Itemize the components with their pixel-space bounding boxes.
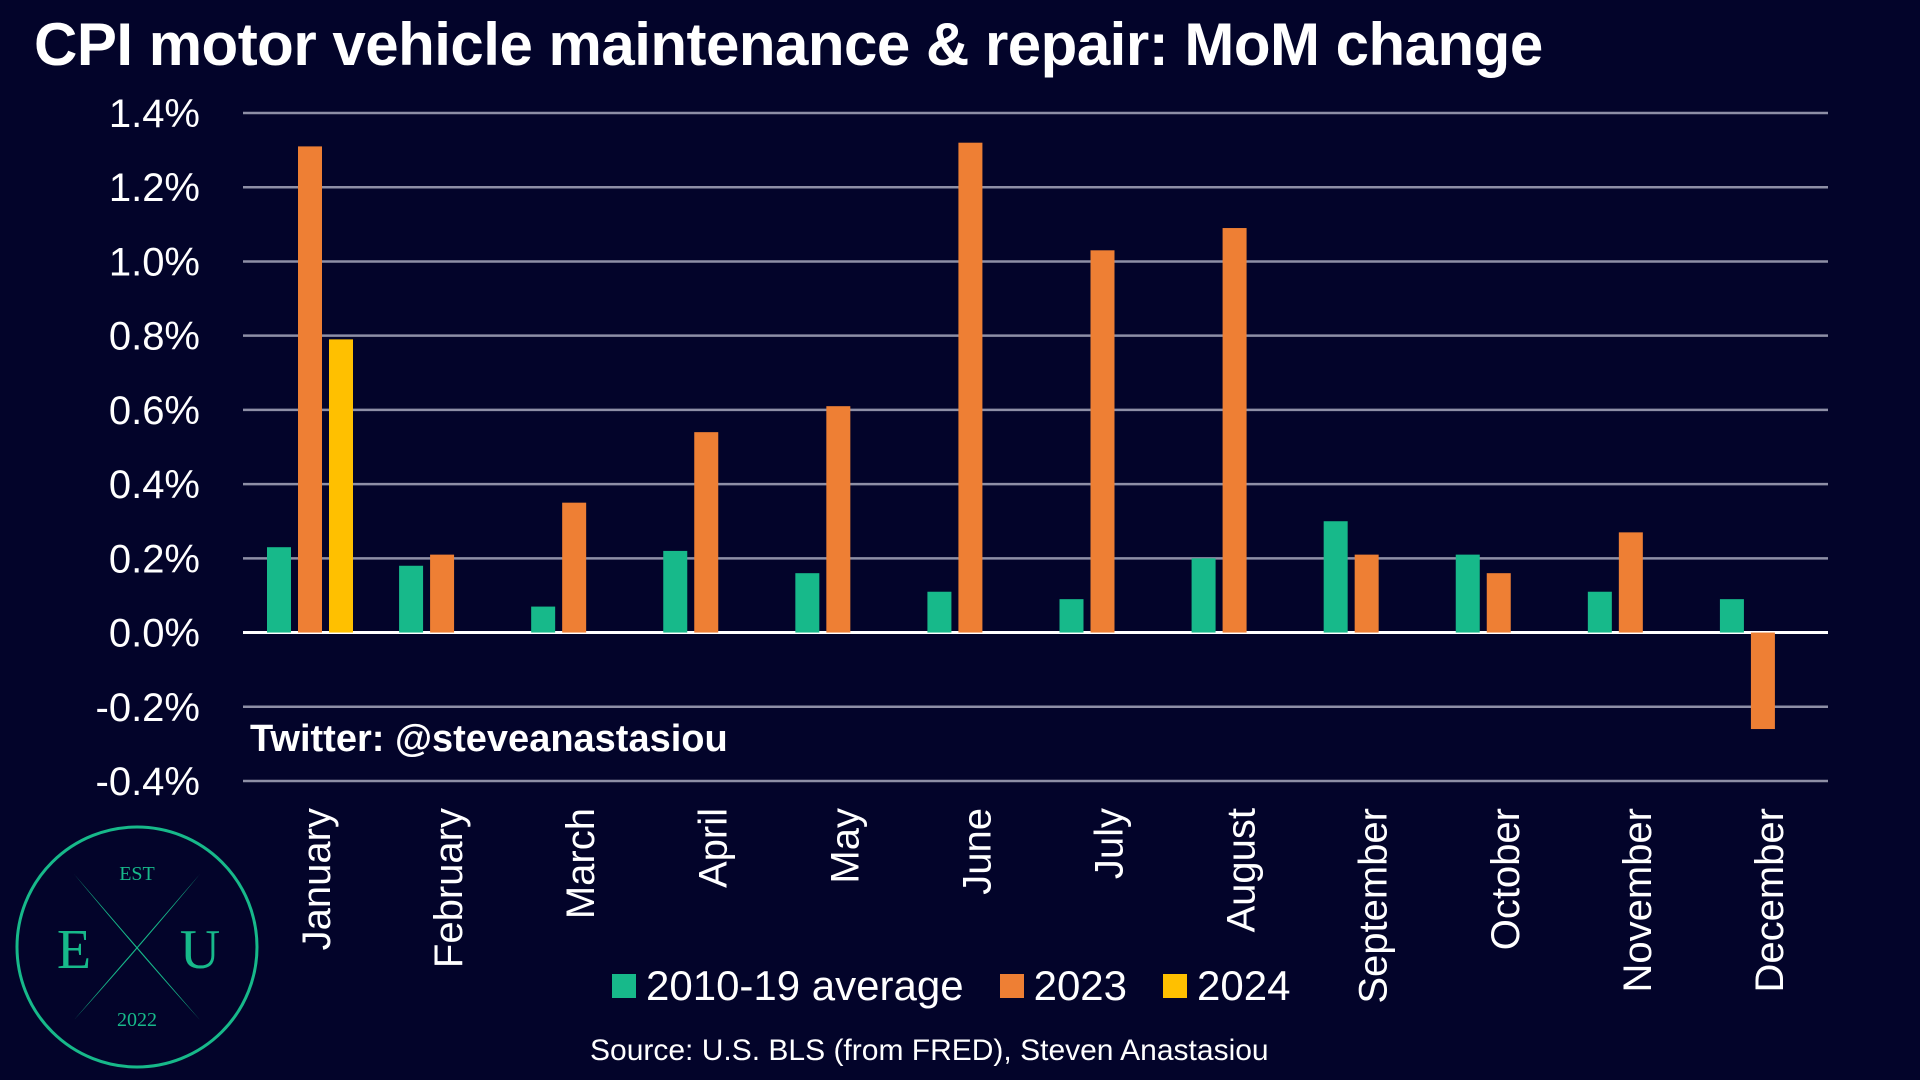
bar-2023-may <box>826 406 851 633</box>
bar-2010-19-average-may <box>795 573 820 633</box>
bar-2023-february <box>430 554 455 633</box>
gridlines <box>243 111 1828 783</box>
x-tick-label: March <box>559 808 603 919</box>
chart-title: CPI motor vehicle maintenance & repair: … <box>34 11 1543 78</box>
bar-2023-november <box>1618 532 1643 633</box>
y-tick-label: 0.2% <box>109 537 200 581</box>
x-tick-label: February <box>427 808 471 968</box>
bar-2010-19-average-august <box>1191 558 1216 633</box>
x-tick-label: December <box>1748 808 1792 993</box>
y-tick-label: 1.2% <box>109 166 200 210</box>
x-axis-ticks: January February March April May June July Augu… <box>295 808 1792 1004</box>
legend-item-avg: 2010-19 average <box>612 962 964 1010</box>
bar-2023-march <box>562 502 587 633</box>
bar-2010-19-average-october <box>1455 554 1480 633</box>
logo-letter-right: U <box>180 919 220 981</box>
bars <box>267 142 1775 730</box>
y-tick-label: 0.0% <box>109 612 200 656</box>
x-tick-label: May <box>823 808 867 884</box>
y-tick-label: -0.2% <box>96 686 201 730</box>
twitter-watermark: Twitter: @steveanastasiou <box>250 718 728 760</box>
bar-2010-19-average-september <box>1323 521 1348 633</box>
legend-label-avg: 2010-19 average <box>646 962 964 1009</box>
x-tick-label: July <box>1088 808 1132 879</box>
bar-2024-january <box>329 339 353 633</box>
y-tick-label: -0.4% <box>96 760 201 804</box>
x-tick-label: June <box>955 808 999 895</box>
y-tick-label: 1.4% <box>109 92 200 136</box>
source-note: Source: U.S. BLS (from FRED), Steven Ana… <box>590 1034 1269 1067</box>
logo-text-bottom: 2022 <box>117 1009 157 1031</box>
bar-2010-19-average-april <box>663 550 688 633</box>
bar-2023-december <box>1750 632 1775 730</box>
y-tick-label: 0.8% <box>109 315 200 359</box>
bar-2023-september <box>1354 554 1379 633</box>
legend-label-2024: 2024 <box>1197 962 1291 1009</box>
x-tick-label: August <box>1220 808 1264 933</box>
bar-2023-january <box>298 146 322 633</box>
x-tick-label: September <box>1352 808 1396 1004</box>
y-tick-label: 0.6% <box>109 389 200 433</box>
logo-text-top: EST <box>119 863 155 885</box>
legend-item-2024: 2024 <box>1163 962 1290 1010</box>
x-tick-label: April <box>691 808 735 888</box>
bar-2010-19-average-july <box>1059 599 1084 633</box>
legend-item-2023: 2023 <box>999 962 1128 1010</box>
exu-logo: EST E U 2022 <box>15 825 259 1069</box>
bar-2023-october <box>1486 573 1511 633</box>
bar-2010-19-average-june <box>927 591 952 633</box>
legend-swatch-avg <box>612 974 636 998</box>
y-axis-ticks: 1.4% 1.2% 1.0% 0.8% 0.6% 0.4% 0.2% 0.0% -0.2% -0.… <box>96 92 201 804</box>
logo-letter-left: E <box>57 919 91 981</box>
bar-2010-19-average-december <box>1719 599 1744 633</box>
legend: 2010-19 average 2023 2024 <box>612 962 1290 1010</box>
y-tick-label: 1.0% <box>109 240 200 284</box>
bar-2023-august <box>1222 228 1247 633</box>
legend-swatch-2024 <box>1163 974 1188 998</box>
logo-ring <box>15 825 259 1069</box>
legend-label-2023: 2023 <box>1033 962 1128 1009</box>
bar-2010-19-average-february <box>399 565 424 633</box>
x-tick-label: November <box>1616 808 1660 993</box>
y-tick-label: 0.4% <box>109 463 200 507</box>
bar-2023-july <box>1090 250 1115 633</box>
bar-2023-april <box>694 432 719 633</box>
x-tick-label: October <box>1484 808 1528 950</box>
bar-2023-june <box>958 142 983 633</box>
logo-stroke-b <box>74 874 200 1020</box>
bar-2010-19-average-march <box>531 606 556 633</box>
bar-2010-19-average-november <box>1587 591 1612 633</box>
x-tick-label: January <box>295 808 339 950</box>
bar-2010-19-average-january <box>267 547 291 633</box>
legend-swatch-2023 <box>999 974 1024 998</box>
